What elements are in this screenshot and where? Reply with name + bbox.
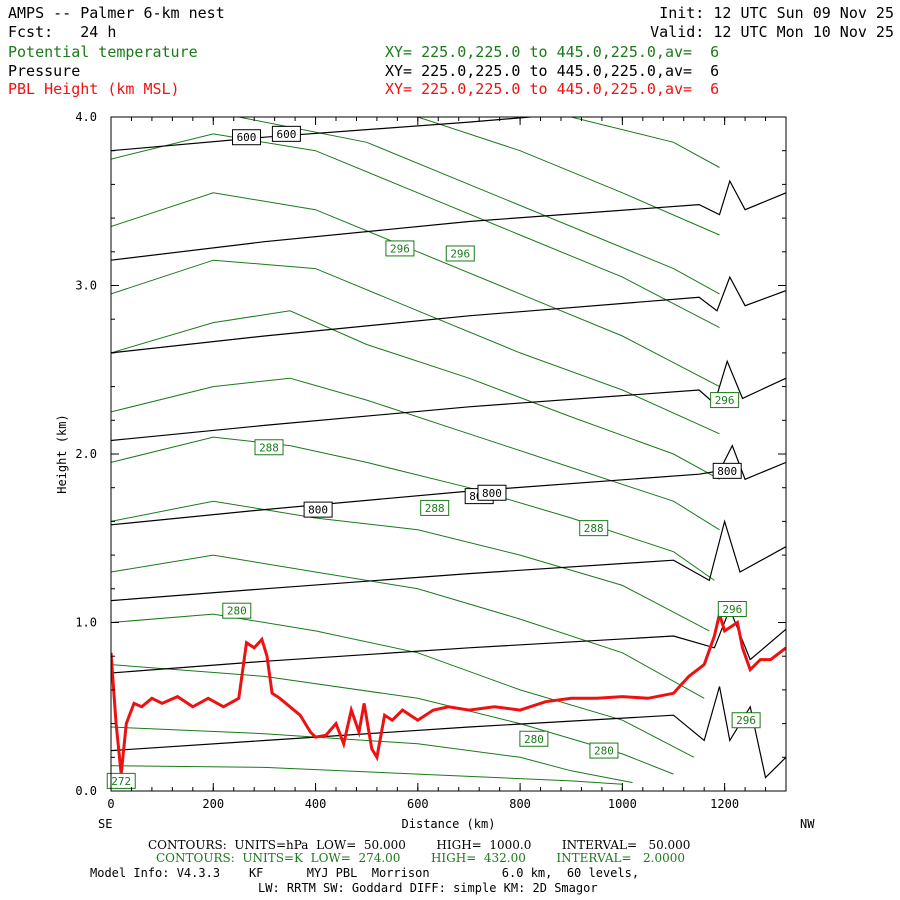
svg-text:288: 288 [584, 522, 604, 535]
pressure-contour-label: 600 [232, 129, 262, 146]
x-tick-label: 600 [407, 797, 429, 811]
theta-contour-14 [571, 117, 720, 168]
svg-text:296: 296 [736, 714, 756, 727]
x-tick-label: 0 [107, 797, 114, 811]
field-pbl-xy: XY= 225.0,225.0 to 445.0,225.0,av= 6 [385, 80, 720, 98]
svg-text:600: 600 [237, 131, 257, 144]
pressure-contour-5 [111, 275, 786, 354]
footer-model-info: Model Info: V4.3.3 KF MYJ PBL Morrison 6… [90, 866, 640, 880]
svg-text:288: 288 [425, 502, 445, 515]
theta-contour-label: 296 [445, 245, 475, 262]
theta-contour-label: 280 [519, 730, 549, 747]
field-pbl-name: PBL Height (km MSL) [8, 80, 180, 98]
svg-text:280: 280 [524, 733, 544, 746]
pressure-contour-label: 800 [303, 501, 333, 518]
theta-contour-label: 296 [710, 392, 740, 409]
pressure-contour-3 [111, 444, 786, 526]
y-tick-label: 1.0 [75, 616, 97, 630]
footer-physics-info: LW: RRTM SW: Goddard DIFF: simple KM: 2D… [258, 881, 598, 895]
pressure-contour-label: 600 [271, 125, 301, 142]
theta-contour-7 [111, 377, 720, 531]
field-theta-xy: XY= 225.0,225.0 to 445.0,225.0,av= 6 [385, 43, 720, 61]
svg-text:280: 280 [594, 745, 614, 758]
svg-text:800: 800 [308, 504, 328, 517]
theta-contour-label: 288 [579, 520, 609, 537]
pressure-contour-4 [111, 359, 786, 442]
pressure-contour-label: 800 [712, 462, 742, 479]
svg-text:296: 296 [450, 247, 470, 260]
pressure-contour-label: 800 [477, 484, 507, 501]
x-tick-label: 1000 [608, 797, 637, 811]
theta-contour-6 [111, 436, 715, 581]
theta-contour-4 [111, 554, 705, 699]
valid-time: Valid: 12 UTC Mon 10 Nov 25 [650, 23, 894, 41]
field-pressure-xy: XY= 225.0,225.0 to 445.0,225.0,av= 6 [385, 62, 720, 80]
pressure-contour-6 [111, 179, 786, 261]
theta-contour-1 [111, 726, 633, 784]
theta-contour-10 [111, 192, 720, 388]
field-theta-name: Potential temperature [8, 43, 198, 61]
theta-contour-label: 288 [254, 439, 284, 456]
plot-frame [110, 116, 787, 792]
svg-text:296: 296 [715, 394, 735, 407]
theta-contour-label: 296 [731, 712, 761, 729]
x-tick-label: 800 [509, 797, 531, 811]
svg-text:296: 296 [390, 242, 410, 255]
y-tick-label: 4.0 [75, 110, 97, 124]
theta-contour-11 [111, 133, 720, 329]
axes: 0 200 400 600 800 1000 1200 0.0 1.0 2.0 3.0 4.0 [75, 110, 787, 811]
theta-contour-label: 280 [589, 742, 619, 759]
theta-contour-9 [111, 259, 720, 435]
y-axis-label: Height (km) [55, 414, 69, 493]
svg-text:800: 800 [482, 487, 502, 500]
theta-contour-13 [417, 117, 720, 236]
field-pressure-name: Pressure [8, 62, 81, 80]
theta-contour-label: 288 [420, 499, 450, 516]
theta-contour-8 [111, 310, 720, 480]
contour-labels: 296 296 296 288 288 288 280 280 280 296 296 272 600 6… [106, 125, 761, 789]
nw-end-label: NW [800, 817, 815, 831]
theta-contours [111, 117, 720, 785]
x-axis-label: Distance (km) [402, 817, 496, 831]
y-tick-label: 0.0 [75, 784, 97, 798]
footer-pressure-contours: CONTOURS: UNITS=hPa LOW= 50.000 HIGH= 10… [148, 838, 691, 852]
svg-text:800: 800 [717, 465, 737, 478]
init-time: Init: 12 UTC Sun 09 Nov 25 [659, 4, 894, 22]
forecast-hour: Fcst: 24 h [8, 23, 117, 41]
pressure-contour-0 [111, 686, 786, 779]
pbl-height-line [111, 608, 786, 775]
theta-contour-12 [238, 117, 720, 295]
pressure-contour-1 [111, 607, 786, 674]
svg-text:288: 288 [259, 441, 279, 454]
svg-text:296: 296 [722, 603, 742, 616]
pressure-contours [111, 117, 786, 779]
plot-title: AMPS -- Palmer 6-km nest [8, 4, 225, 22]
pressure-contour-2 [111, 519, 786, 602]
y-tick-label: 2.0 [75, 447, 97, 461]
se-end-label: SE [98, 817, 112, 831]
x-tick-label: 1200 [710, 797, 739, 811]
theta-contour-5 [111, 500, 710, 632]
theta-contour-label: 296 [717, 601, 747, 618]
theta-contour-label: 296 [385, 240, 415, 257]
x-tick-label: 200 [202, 797, 224, 811]
theta-contour-0 [111, 765, 623, 785]
theta-contour-label: 272 [106, 772, 136, 789]
x-tick-label: 400 [305, 797, 327, 811]
theta-contour-label: 280 [222, 602, 252, 619]
footer-theta-contours: CONTOURS: UNITS=K LOW= 274.00 HIGH= 432.… [156, 851, 685, 865]
svg-text:600: 600 [276, 128, 296, 141]
y-tick-label: 3.0 [75, 279, 97, 293]
theta-contour-3 [111, 613, 695, 758]
svg-text:272: 272 [111, 775, 131, 788]
svg-text:280: 280 [227, 605, 247, 618]
